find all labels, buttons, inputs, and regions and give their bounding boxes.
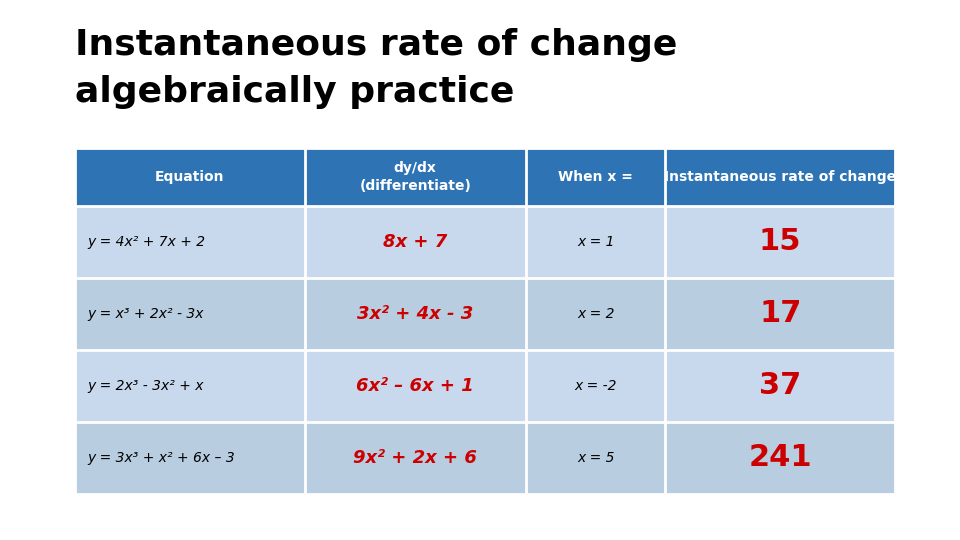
Bar (304, 350, 526, 422)
Text: dy/dx
(differentiate): dy/dx (differentiate) (359, 161, 471, 193)
Bar (526, 206, 665, 278)
Text: x = 2: x = 2 (577, 307, 614, 321)
Text: y = x³ + 2x² - 3x: y = x³ + 2x² - 3x (87, 307, 204, 321)
Text: Equation: Equation (156, 170, 225, 184)
Bar (526, 350, 665, 422)
Text: Instantaneous rate of change: Instantaneous rate of change (75, 28, 678, 62)
Text: 6x² – 6x + 1: 6x² – 6x + 1 (356, 377, 474, 395)
Text: x = 1: x = 1 (577, 235, 614, 249)
Text: 8x + 7: 8x + 7 (383, 233, 447, 251)
Text: 241: 241 (749, 443, 812, 472)
Bar (665, 206, 895, 278)
Text: Instantaneous rate of change: Instantaneous rate of change (664, 170, 897, 184)
Bar (526, 422, 665, 494)
Bar (526, 148, 665, 206)
Bar (75, 350, 304, 422)
Text: algebraically practice: algebraically practice (75, 75, 515, 109)
Bar (665, 278, 895, 350)
Text: 17: 17 (759, 300, 802, 328)
Bar (304, 206, 526, 278)
Bar (665, 148, 895, 206)
Text: When x =: When x = (559, 170, 634, 184)
Bar (75, 278, 304, 350)
Text: y = 3x³ + x² + 6x – 3: y = 3x³ + x² + 6x – 3 (87, 451, 235, 465)
Text: 9x² + 2x + 6: 9x² + 2x + 6 (353, 449, 477, 467)
Text: y = 4x² + 7x + 2: y = 4x² + 7x + 2 (87, 235, 205, 249)
Text: x = 5: x = 5 (577, 451, 614, 465)
Bar (75, 422, 304, 494)
Text: y = 2x³ - 3x² + x: y = 2x³ - 3x² + x (87, 379, 204, 393)
Bar (304, 422, 526, 494)
Bar (75, 148, 304, 206)
Bar (304, 278, 526, 350)
Text: 15: 15 (759, 227, 802, 256)
Text: x = -2: x = -2 (574, 379, 617, 393)
Bar (526, 278, 665, 350)
Bar (665, 350, 895, 422)
Text: 3x² + 4x - 3: 3x² + 4x - 3 (357, 305, 473, 323)
Bar (75, 206, 304, 278)
Text: 37: 37 (759, 372, 802, 401)
Bar (665, 422, 895, 494)
Bar (304, 148, 526, 206)
